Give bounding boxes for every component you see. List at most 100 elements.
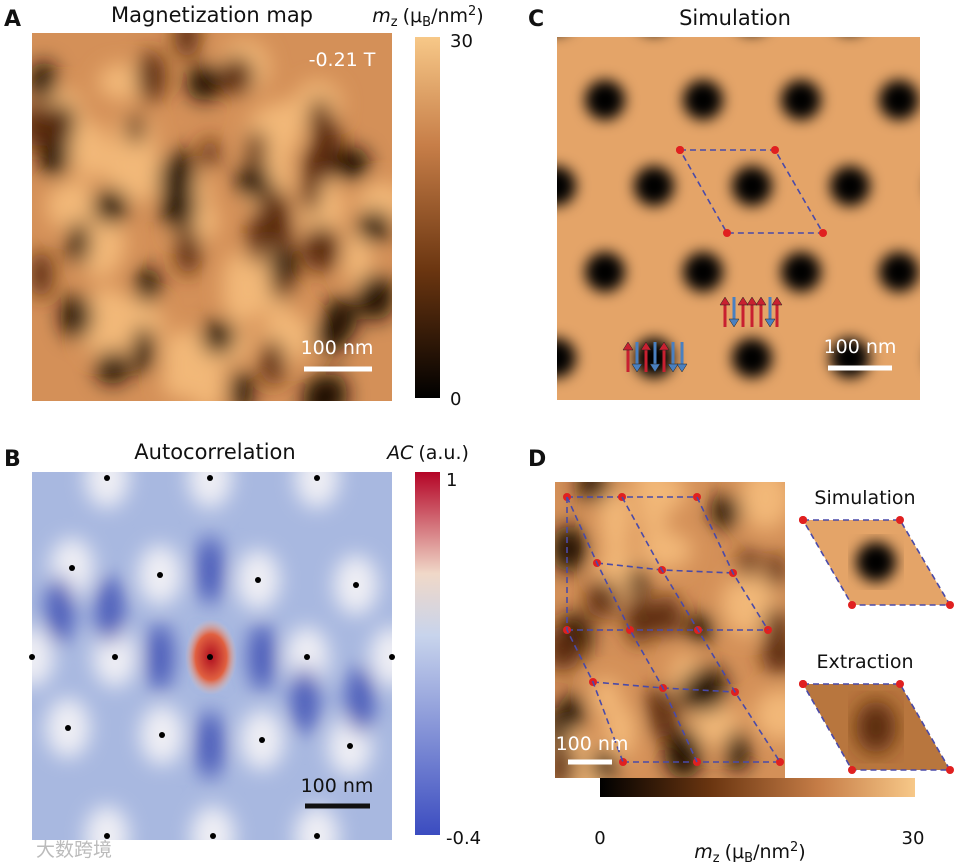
cell-edge bbox=[621, 496, 781, 763]
skyrmion bbox=[585, 80, 625, 120]
dark-spot bbox=[314, 319, 348, 353]
lattice-dot bbox=[159, 732, 165, 738]
cell-vertex bbox=[799, 516, 807, 524]
lattice-dot bbox=[207, 475, 213, 481]
dark-spot bbox=[32, 61, 57, 101]
light-spot bbox=[370, 627, 392, 687]
dark-spot bbox=[763, 606, 785, 646]
spin-arrow-head bbox=[658, 341, 670, 351]
dark-spot bbox=[159, 184, 198, 230]
dark-spot bbox=[170, 147, 193, 197]
dark-spot bbox=[332, 147, 370, 181]
dark-spot bbox=[196, 536, 224, 604]
light-spot bbox=[85, 806, 129, 840]
skyrmion bbox=[557, 166, 576, 206]
dark-spot bbox=[761, 635, 785, 674]
dark-spot bbox=[664, 727, 703, 778]
dark-spot bbox=[92, 188, 129, 225]
lattice-dot bbox=[314, 475, 320, 481]
scale-bar-label: 100 nm bbox=[301, 775, 374, 797]
spin-arrow-head bbox=[746, 296, 758, 306]
spin-arrow-head bbox=[667, 363, 679, 373]
dark-spot bbox=[246, 129, 267, 172]
skyrmion bbox=[585, 252, 625, 292]
skyrmion bbox=[438, 166, 478, 206]
dark-spot bbox=[268, 245, 299, 282]
extraction-inset bbox=[803, 684, 950, 770]
colorbar-label: AC (a.u.) bbox=[385, 442, 469, 464]
panel-title: Autocorrelation bbox=[134, 440, 295, 464]
skyrmion bbox=[634, 166, 674, 206]
dark-spot bbox=[60, 293, 93, 339]
colorbar-tick: 0 bbox=[594, 828, 605, 849]
cell-vertex bbox=[776, 758, 784, 766]
panel-label: C bbox=[528, 7, 544, 32]
light-spot bbox=[590, 678, 621, 716]
light-spot bbox=[263, 100, 304, 153]
spin-arrow-head bbox=[631, 363, 643, 373]
lattice-dot bbox=[314, 833, 320, 839]
light-spot bbox=[32, 627, 54, 687]
light-spot bbox=[740, 482, 785, 530]
dark-spot bbox=[174, 33, 200, 59]
colorbar-tick: 30 bbox=[450, 31, 473, 52]
spin-arrow-head bbox=[764, 318, 776, 328]
blur bbox=[856, 542, 896, 582]
light-spot bbox=[222, 251, 254, 325]
dark-spot bbox=[725, 730, 750, 773]
skyrmion bbox=[879, 252, 919, 292]
skyrmion bbox=[928, 338, 957, 378]
spin-arrow-head bbox=[676, 363, 688, 373]
panel-label: A bbox=[4, 7, 21, 32]
dark-spot bbox=[46, 576, 74, 644]
dark-spot bbox=[248, 623, 276, 691]
colorbar-tick: 0 bbox=[450, 389, 461, 410]
panel-label: B bbox=[4, 447, 21, 472]
cell-edge bbox=[566, 497, 624, 763]
cell-edge bbox=[566, 496, 698, 763]
dark-spot bbox=[175, 225, 201, 276]
skyrmion bbox=[856, 542, 896, 582]
dark-spot bbox=[356, 273, 392, 321]
lattice-dot bbox=[207, 654, 213, 660]
lattice-dot bbox=[157, 572, 163, 578]
skyrmion bbox=[557, 338, 576, 378]
simulation-image bbox=[438, 0, 957, 464]
blur bbox=[856, 701, 896, 753]
dark-spot bbox=[132, 326, 155, 374]
light-spot bbox=[754, 689, 785, 741]
scale-bar-label: 100 nm bbox=[556, 733, 629, 755]
cell-vertex bbox=[819, 229, 827, 237]
dark-spot bbox=[32, 250, 53, 299]
skyrmion bbox=[830, 0, 870, 34]
lattice-dot bbox=[255, 577, 261, 583]
dark-spot bbox=[710, 494, 741, 529]
cell-vertex bbox=[848, 766, 856, 774]
lattice-dot bbox=[104, 475, 110, 481]
simulation-inset bbox=[803, 520, 950, 605]
skyrmion bbox=[830, 166, 870, 206]
light-spot bbox=[721, 573, 777, 636]
dark-spot bbox=[264, 205, 293, 251]
light-spot bbox=[604, 704, 636, 760]
dark-spot bbox=[558, 693, 586, 732]
cell-vertex bbox=[848, 601, 856, 609]
cell-vertex bbox=[626, 626, 634, 634]
colorbar-tick: 30 bbox=[902, 828, 925, 849]
cell-vertex bbox=[946, 766, 954, 774]
cell-edge bbox=[802, 683, 952, 771]
light-spot bbox=[85, 472, 129, 508]
dark-spot bbox=[555, 742, 577, 778]
skyrmion bbox=[634, 0, 674, 34]
light-spot bbox=[75, 207, 126, 278]
dark-spot bbox=[291, 666, 319, 734]
dark-spot bbox=[302, 143, 334, 184]
cell-vertex bbox=[771, 146, 779, 154]
skyrmion bbox=[438, 338, 478, 378]
dark-spot bbox=[201, 137, 220, 169]
skyrmion bbox=[487, 424, 527, 464]
dark-spot bbox=[186, 64, 223, 102]
lattice-dot bbox=[65, 725, 71, 731]
skyrmion bbox=[928, 166, 957, 206]
lattice-dot bbox=[389, 654, 395, 660]
